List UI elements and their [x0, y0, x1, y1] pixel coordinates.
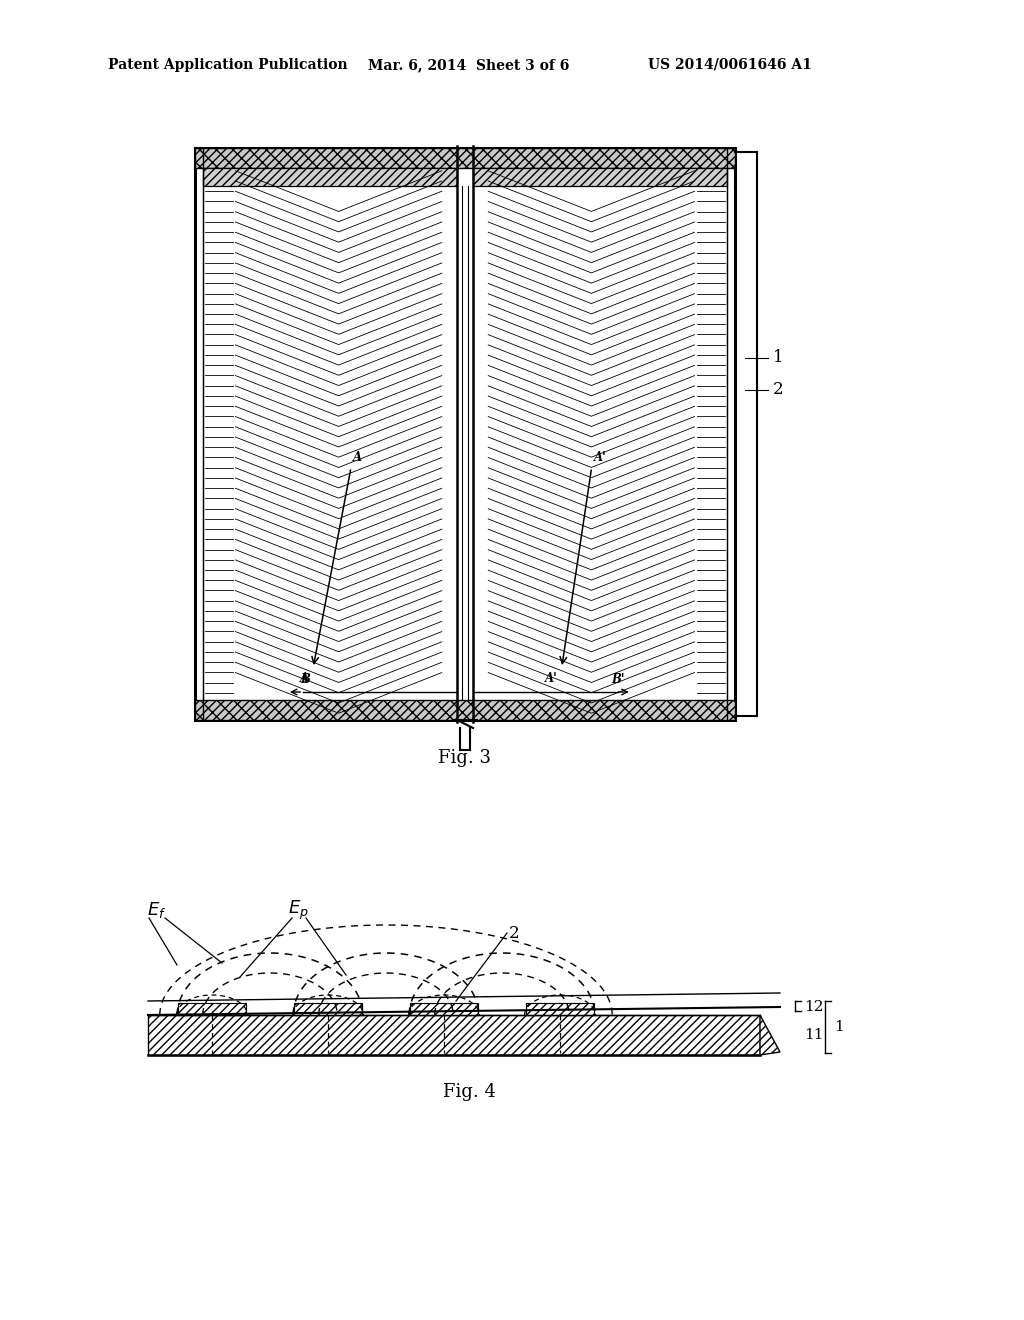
Text: 12: 12: [804, 1001, 823, 1014]
Text: A: A: [300, 672, 309, 685]
Polygon shape: [195, 148, 735, 168]
Polygon shape: [526, 1003, 594, 1015]
Text: $E_f$: $E_f$: [147, 900, 167, 920]
Polygon shape: [473, 168, 727, 186]
Polygon shape: [410, 1003, 478, 1015]
Text: Fig. 3: Fig. 3: [438, 748, 492, 767]
Polygon shape: [178, 1003, 246, 1015]
Polygon shape: [294, 1003, 362, 1015]
Text: 11: 11: [804, 1028, 823, 1041]
Text: 2: 2: [509, 924, 519, 941]
Text: US 2014/0061646 A1: US 2014/0061646 A1: [648, 58, 812, 73]
Text: 2: 2: [773, 381, 783, 399]
Text: A: A: [353, 450, 362, 463]
Text: Patent Application Publication: Patent Application Publication: [108, 58, 347, 73]
Text: A': A': [594, 450, 606, 463]
Text: B': B': [611, 673, 625, 686]
Text: Mar. 6, 2014  Sheet 3 of 6: Mar. 6, 2014 Sheet 3 of 6: [368, 58, 569, 73]
Text: $E_p$: $E_p$: [288, 899, 308, 921]
Polygon shape: [760, 1015, 780, 1055]
Polygon shape: [195, 700, 735, 719]
Polygon shape: [148, 1015, 760, 1055]
Text: 1: 1: [834, 1020, 844, 1034]
Text: 1: 1: [773, 350, 783, 367]
Text: A': A': [545, 672, 558, 685]
Text: B: B: [300, 673, 310, 686]
Polygon shape: [203, 168, 457, 186]
Text: Fig. 4: Fig. 4: [442, 1082, 496, 1101]
